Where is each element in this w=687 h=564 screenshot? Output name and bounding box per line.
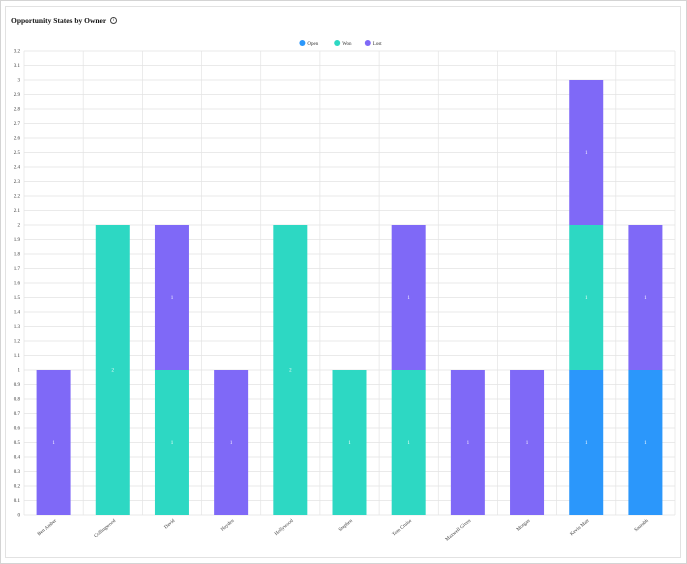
y-tick-label: 1.6 xyxy=(14,282,21,287)
y-tick-label: 1.4 xyxy=(14,311,21,316)
y-tick-label: 0 xyxy=(18,514,21,519)
bar-segment-won[interactable] xyxy=(569,225,604,370)
bar-segment-open[interactable] xyxy=(569,370,604,515)
bar-segment-lost[interactable] xyxy=(36,370,71,515)
bar-segment-lost[interactable] xyxy=(510,370,545,515)
x-tick-label: Kevin Matt xyxy=(570,518,591,537)
data-label: 1 xyxy=(407,296,410,301)
bar-segment-lost[interactable] xyxy=(569,80,604,225)
y-tick-label: 2.1 xyxy=(14,209,21,214)
bar-segment-lost[interactable] xyxy=(628,225,663,370)
bar-segment-lost[interactable] xyxy=(391,225,426,370)
bar-segment-won[interactable] xyxy=(154,370,189,515)
data-label: 1 xyxy=(171,441,174,446)
y-tick-label: 3 xyxy=(18,79,21,84)
y-tick-label: 2.2 xyxy=(14,195,21,200)
y-tick-label: 0.6 xyxy=(14,427,21,432)
y-tick-label: 3.2 xyxy=(14,50,21,55)
y-tick-label: 2.8 xyxy=(14,108,21,113)
bar-segment-won[interactable] xyxy=(332,370,367,515)
y-tick-label: 2.3 xyxy=(14,180,21,185)
y-tick-label: 1.7 xyxy=(14,267,21,272)
data-label: 1 xyxy=(585,151,588,156)
data-label: 1 xyxy=(171,296,174,301)
data-label: 1 xyxy=(407,441,410,446)
y-tick-label: 2.5 xyxy=(14,151,21,156)
data-label: 1 xyxy=(52,441,55,446)
y-tick-label: 1.2 xyxy=(14,340,21,345)
chart-title: Opportunity States by Owner xyxy=(11,15,107,25)
legend-label-lost[interactable]: Lost xyxy=(373,42,383,47)
data-label: 1 xyxy=(467,441,470,446)
x-tick-label: Hollywood xyxy=(274,518,295,537)
y-tick-label: 0.4 xyxy=(14,456,21,461)
chart-header: Opportunity States by Owner i xyxy=(11,14,118,26)
legend-marker-open[interactable] xyxy=(299,40,306,46)
y-tick-label: 1.3 xyxy=(14,325,21,330)
x-tick-label: David xyxy=(164,518,177,530)
x-tick-label: Hayden xyxy=(220,518,236,532)
y-tick-label: 2.6 xyxy=(14,137,21,142)
x-tick-label: Tom Cruise xyxy=(392,518,414,537)
y-tick-label: 2 xyxy=(18,224,21,229)
x-tick-label: Collingwood xyxy=(94,518,118,539)
y-tick-label: 0.5 xyxy=(14,441,21,446)
x-tick-label: Morgan xyxy=(516,518,532,532)
bar-segment-lost[interactable] xyxy=(450,370,485,515)
legend-marker-lost[interactable] xyxy=(364,40,371,46)
x-tick-label: Maxwell Given xyxy=(445,518,473,542)
y-tick-label: 0.9 xyxy=(14,383,21,388)
data-label: 1 xyxy=(585,296,588,301)
legend-label-won[interactable]: Won xyxy=(342,42,352,47)
bar-segment-won[interactable] xyxy=(273,225,308,515)
x-tick-label: Saurabh xyxy=(634,518,650,533)
y-tick-label: 0.3 xyxy=(14,470,21,475)
y-tick-label: 1.5 xyxy=(14,296,21,301)
y-tick-label: 2.7 xyxy=(14,122,21,127)
bar-segment-lost[interactable] xyxy=(214,370,249,515)
legend-label-open[interactable]: Open xyxy=(307,42,318,47)
y-tick-label: 0.1 xyxy=(14,499,21,504)
data-label: 2 xyxy=(112,369,115,374)
y-tick-label: 2.9 xyxy=(14,93,21,98)
y-tick-label: 2.4 xyxy=(14,166,21,171)
y-tick-label: 1.9 xyxy=(14,238,21,243)
data-label: 2 xyxy=(289,369,292,374)
data-label: 1 xyxy=(526,441,529,446)
info-circle-icon[interactable]: i xyxy=(110,16,118,24)
y-tick-label: 1.8 xyxy=(14,253,21,258)
data-label: 1 xyxy=(348,441,351,446)
bar-segment-open[interactable] xyxy=(628,370,663,515)
x-tick-label: Stephen xyxy=(338,518,354,533)
bar-segment-won[interactable] xyxy=(95,225,130,515)
bar-segment-lost[interactable] xyxy=(154,225,189,370)
data-label: 1 xyxy=(644,441,647,446)
data-label: 1 xyxy=(585,441,588,446)
y-tick-label: 0.8 xyxy=(14,398,21,403)
bar-segment-won[interactable] xyxy=(391,370,426,515)
y-tick-label: 0.7 xyxy=(14,412,21,417)
y-tick-label: 0.2 xyxy=(14,485,21,490)
legend-marker-won[interactable] xyxy=(334,40,341,46)
y-tick-label: 1.1 xyxy=(14,354,21,359)
data-label: 1 xyxy=(230,441,233,446)
x-tick-label: Ben Amber xyxy=(37,518,58,537)
data-label: 1 xyxy=(644,296,647,301)
y-tick-label: 1 xyxy=(18,369,21,374)
y-tick-label: 3.1 xyxy=(14,64,21,69)
